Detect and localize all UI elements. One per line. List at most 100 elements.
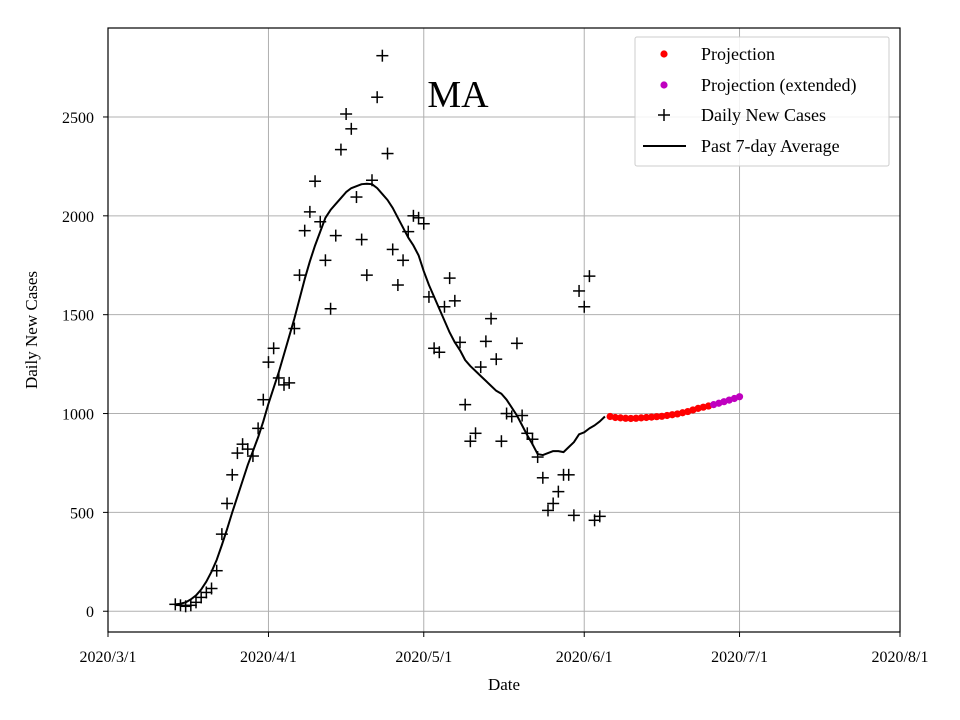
projection-extended-point (735, 393, 744, 401)
tick-layer: 2020/3/1 2020/4/1 2020/5/1 2020/6/1 2020/7/1… (62, 110, 928, 666)
projection-point (632, 414, 640, 422)
daily-new-cases-point (241, 443, 254, 456)
daily-new-cases-point (195, 591, 208, 604)
daily-new-cases-point (381, 147, 394, 160)
x-tick-label: 2020/6/1 (556, 649, 613, 666)
daily-new-cases-point (345, 122, 358, 135)
daily-new-cases-point (469, 427, 482, 440)
daily-new-cases-point (547, 497, 560, 510)
axes-frame (107, 27, 901, 633)
daily-new-cases-point (516, 409, 529, 422)
daily-new-cases-point (355, 233, 368, 246)
daily-new-cases-point (360, 269, 373, 282)
daily-new-cases-point (257, 393, 270, 406)
daily-new-cases-point (252, 422, 265, 435)
daily-new-cases-point (505, 410, 518, 423)
daily-new-cases-point (314, 215, 327, 228)
daily-new-cases-point (246, 450, 259, 463)
daily-new-cases-point (438, 300, 451, 313)
data-layer (169, 49, 744, 613)
daily-new-cases-point (226, 468, 239, 481)
daily-new-cases-point (262, 356, 275, 369)
daily-new-cases-point (495, 435, 508, 448)
legend-projection-label: Projection (701, 44, 775, 64)
series-line-past-7-day-average (175, 182, 606, 606)
legend: Projection Projection (extended) Daily N… (634, 36, 890, 167)
daily-new-cases-point (371, 91, 384, 104)
daily-new-cases-point (169, 598, 182, 611)
daily-new-cases-point (236, 438, 249, 451)
daily-new-cases-point (573, 284, 586, 297)
daily-new-cases-point (329, 229, 342, 242)
daily-new-cases-point (179, 600, 192, 613)
daily-new-cases-point (221, 497, 234, 510)
daily-new-cases-point (340, 108, 353, 121)
chart-title: MA (427, 74, 489, 116)
daily-new-cases-point (293, 269, 306, 282)
daily-new-cases-point (479, 335, 492, 348)
x-tick-label: 2020/8/1 (872, 649, 929, 666)
grid-layer (107, 28, 901, 632)
daily-new-cases-point (490, 353, 503, 366)
daily-new-cases-point (298, 224, 311, 237)
daily-new-cases-point (231, 447, 244, 460)
daily-new-cases-point (397, 254, 410, 267)
x-tick-label: 2020/5/1 (395, 649, 452, 666)
daily-new-cases-point (454, 336, 466, 349)
daily-new-cases-point (205, 582, 218, 595)
daily-new-cases-point (526, 433, 539, 446)
daily-new-cases-point (433, 346, 446, 359)
legend-daily-new-cases-marker (658, 109, 670, 121)
daily-new-cases-point (288, 322, 301, 335)
projection-point (622, 414, 630, 422)
daily-new-cases-point (319, 254, 332, 267)
daily-new-cases-point (366, 174, 378, 187)
legend-projection-extended-label: Projection (extended) (701, 75, 856, 96)
daily-new-cases-point (510, 337, 523, 350)
daily-new-cases-point (407, 209, 420, 222)
daily-new-cases-point (567, 509, 580, 522)
daily-new-cases-point (174, 599, 187, 612)
daily-new-cases-point (402, 225, 415, 238)
daily-new-cases-point (536, 471, 549, 484)
projection-point (637, 414, 645, 422)
daily-new-cases-point (386, 243, 399, 256)
daily-new-cases-point (412, 211, 425, 224)
daily-new-cases-point (184, 599, 197, 612)
daily-new-cases-point (443, 272, 456, 285)
daily-new-cases-point (350, 191, 363, 204)
daily-new-cases-point (376, 49, 389, 62)
y-axis-label: Daily New Cases (22, 271, 41, 389)
projection-point (627, 414, 635, 423)
legend-daily-new-cases-label: Daily New Cases (701, 105, 826, 125)
projection-point (642, 413, 650, 422)
daily-new-cases-point (583, 270, 596, 283)
daily-new-cases-point (283, 376, 296, 389)
legend-past-7-day-average-label: Past 7-day Average (701, 136, 840, 156)
daily-new-cases-point (500, 407, 513, 420)
daily-new-cases-point (485, 312, 498, 325)
x-tick-label: 2020/4/1 (240, 649, 297, 666)
daily-new-cases-point (448, 294, 461, 307)
daily-new-cases-point (474, 361, 487, 374)
daily-new-cases-point (334, 143, 347, 156)
y-tick-label: 2500 (62, 110, 94, 127)
daily-new-cases-point (562, 468, 575, 481)
legend-projection-marker (660, 50, 668, 58)
x-tick-label: 2020/7/1 (711, 649, 768, 666)
daily-new-cases-point (531, 451, 544, 464)
x-tick-label: 2020/3/1 (80, 649, 137, 666)
projection-point (647, 413, 656, 421)
daily-new-cases-point (272, 371, 285, 384)
daily-new-cases-point (303, 205, 316, 218)
daily-new-cases-point (417, 217, 430, 230)
daily-new-cases-point (391, 279, 404, 292)
y-tick-label: 0 (86, 604, 94, 621)
daily-new-cases-point (267, 342, 280, 355)
legend-projection-extended-marker (660, 81, 668, 89)
daily-new-cases-point (309, 175, 322, 188)
daily-new-cases-point (324, 302, 337, 315)
y-tick-label: 500 (70, 505, 94, 522)
x-axis-label: Date (488, 675, 520, 694)
